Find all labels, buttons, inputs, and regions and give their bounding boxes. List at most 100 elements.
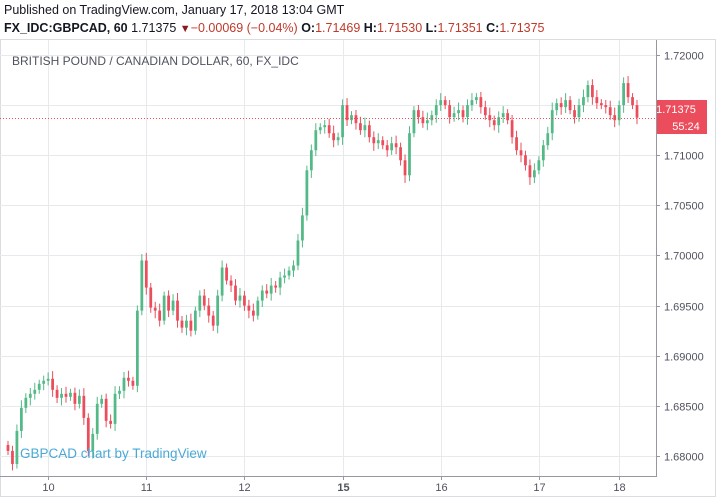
candle-down [443,96,447,110]
y-tick-label: 1.72000 [664,51,704,63]
candle-body [287,270,291,276]
candle-up [541,140,545,167]
candle-body [131,380,135,386]
candle-up [301,207,304,248]
candle-body [599,103,603,106]
candle-body [229,280,233,286]
candle-up [278,271,282,296]
candle-up [46,372,50,386]
candle-down [144,252,148,295]
candle-body [573,110,576,118]
chart-title: BRITISH POUND / CANADIAN DOLLAR, 60, FX_… [12,54,299,68]
candle-body [167,295,170,311]
candle-body [631,97,634,106]
candle-body [461,110,465,118]
candle-up [193,306,197,335]
candle-up [37,379,41,394]
candle-up [113,386,117,431]
candle-down [265,284,269,299]
candle-body [359,123,362,131]
candle-body [260,290,264,301]
candle-body [577,105,581,118]
candle-up [617,100,621,126]
candle-up [318,123,322,135]
watermark-link[interactable]: GBPCAD chart by TradingView [20,446,207,461]
candle-down [131,376,135,390]
time-axis[interactable]: 10 11 12 15 16 17 18 [42,476,626,494]
candle-body [363,125,367,131]
candle-up [15,424,19,469]
candle-body [546,133,550,146]
candle-up [314,123,318,157]
candle-up [20,400,23,438]
candle-up [412,106,416,138]
candle-body [341,105,344,138]
candle-body [211,315,215,326]
candle-body [135,310,139,386]
candle-down [626,76,630,103]
candle-body [327,125,331,134]
candle-up [586,80,590,103]
candle-down [573,104,576,124]
candle-body [216,295,220,326]
candle-body [51,378,54,390]
candle-body [483,107,487,116]
low-label: L: [425,21,438,35]
candle-up [220,260,224,302]
candle-body [323,125,327,128]
candle-down [591,79,594,105]
candle-up [238,287,242,308]
candle-up [497,111,501,133]
candle-up [42,375,46,391]
candle-down [483,100,487,120]
candle-down [506,109,510,125]
candle-body [113,393,117,424]
candle-up [546,126,550,150]
x-tick-label: 16 [435,482,447,494]
candle-body [189,320,193,331]
candle-down [345,98,349,126]
y-tick-label: 1.70000 [664,251,704,263]
candle-down [448,99,452,124]
candle-body [73,392,77,404]
candle-body [158,310,162,321]
candle-up [408,126,411,182]
candle-body [626,83,630,98]
candle-down [635,99,639,125]
candle-body [60,393,63,398]
x-tick-label: 18 [613,482,625,494]
candle-body [399,147,402,161]
candle-down [327,118,331,138]
candle-body [305,170,309,216]
candle-body [251,310,255,316]
candle-down [251,303,255,322]
candle-down [599,99,603,110]
candle-body [492,120,496,126]
candle-body [430,115,434,121]
candle-down [73,387,77,411]
candle-up [198,290,202,318]
candle-up [470,93,474,111]
candle-down [604,99,608,114]
candle-body [283,275,286,278]
candle-down [524,150,527,171]
close-label: C: [486,21,500,35]
candle-body [202,295,206,306]
candle-body [122,377,126,391]
price-tag: 1.71375 55:24 [656,100,707,134]
close-value: 1.71375 [499,21,545,35]
candle-down [55,385,59,404]
candle-body [528,165,532,178]
candle-up [537,156,541,175]
high-value: 1.71530 [376,21,423,35]
candle-body [510,120,514,138]
candle-body [559,103,563,108]
y-tick-label: 1.68000 [664,452,704,464]
candle-body [332,133,336,141]
candle-down [207,297,211,323]
candle-down [488,107,492,128]
candle-down [176,292,179,328]
candle-up [77,389,81,409]
candle-up [425,112,429,131]
